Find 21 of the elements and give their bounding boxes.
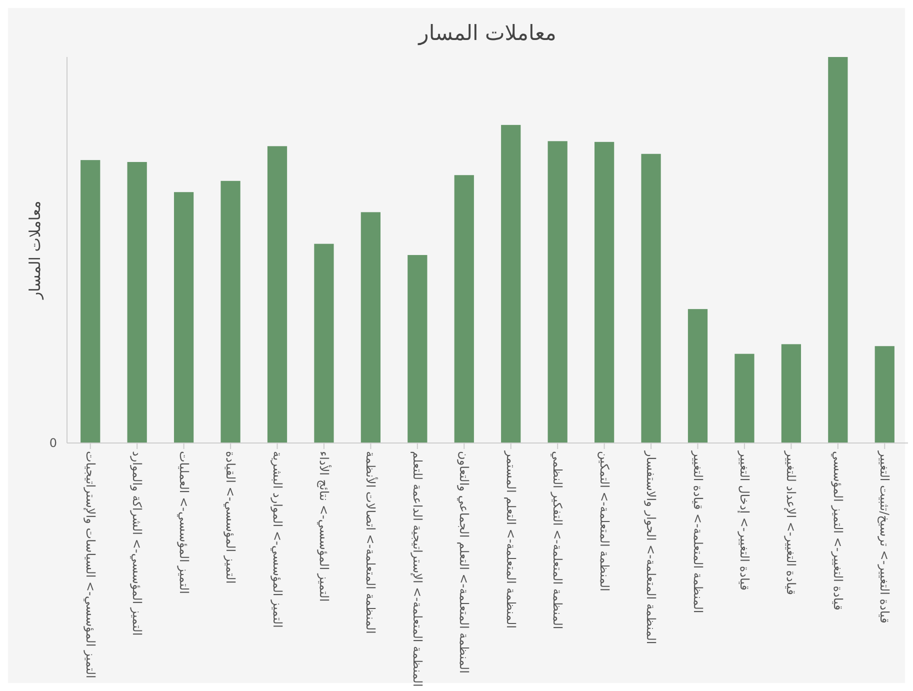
x-tick-label: قيادة التغيير-> إدخال التغيير (737, 450, 752, 590)
x-tick-label: المنظمة المتعلمة-> اتصالات الأنظمة (364, 451, 379, 634)
x-tick-label: قيادة التغيير-> التميز المؤسسي (830, 451, 845, 610)
text: 0 (49, 436, 57, 450)
y-axis-title: معاملات المسار (26, 200, 44, 300)
x-tick-label: التميز المؤسسي-> الشراكة والموارد (130, 451, 144, 636)
x-tick-label: التميز المؤسسي-> العمليات (176, 451, 191, 594)
x-tick-label: التميز المؤسسي-> القيادة (224, 451, 238, 584)
x-tick-label: المنظمة المتعلمة-> قيادة التغيير (690, 450, 705, 614)
x-tick-label: المنظمة المتعلمة-> الإستراتيجية الداعمة للتعلم (410, 451, 424, 687)
x-tick-label: التميز المؤسسي-> السياسات والإستراتيجيات (83, 451, 98, 678)
x-tick-label: المنظمة المتعلمة-> التمكين (597, 451, 612, 592)
x-tick-label: التميز المؤسسي-> الموارد البشرية (270, 451, 284, 628)
x-tick-label: قيادة التغيير-> ترسيخ/تثبيت التغيير (878, 450, 892, 624)
x-tick-label: المنظمة المتعلمة-> التعلم المستمر (504, 450, 518, 628)
x-tick-label: التميز المؤسسي-> نتائج الأداء (316, 451, 332, 602)
x-tick-label: المنظمة المتعلمة-> التعلم الجماعي والتعاون (457, 451, 472, 674)
x-tick-label: المنظمة المتعلمة-> التفكير النظمي (550, 451, 565, 630)
chart-title: معاملات المسار (418, 21, 556, 46)
x-tick-label: المنظمة المتعلمة-> الحوار والاستفسار (644, 450, 658, 644)
x-tick-label: قيادة التغيير-> الإعداد للتغيير (784, 450, 798, 595)
